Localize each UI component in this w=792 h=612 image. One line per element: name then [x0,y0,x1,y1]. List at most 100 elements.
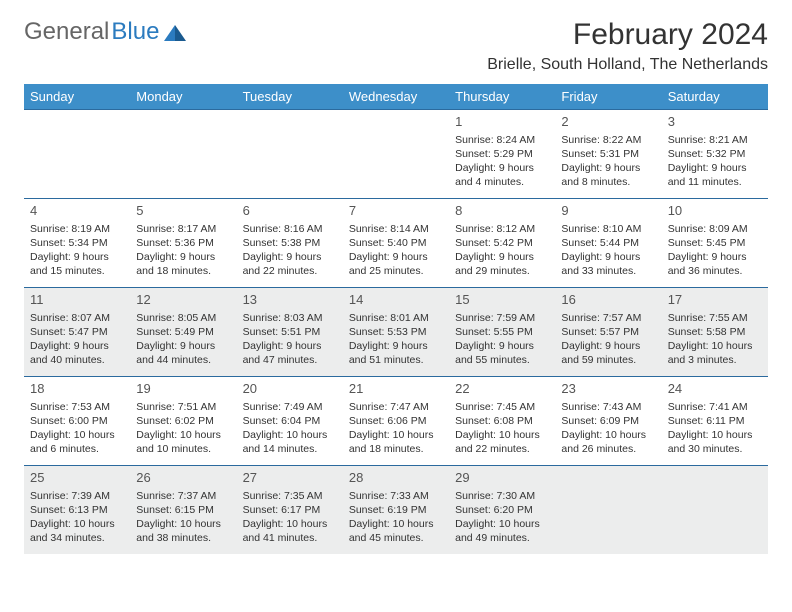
day-cell: 18Sunrise: 7:53 AMSunset: 6:00 PMDayligh… [24,377,130,465]
sunset-text: Sunset: 6:08 PM [455,414,549,428]
sun-info: Sunrise: 7:49 AMSunset: 6:04 PMDaylight:… [243,400,337,457]
day-number: 1 [455,113,549,131]
day-number: 2 [561,113,655,131]
day-cell [555,466,661,554]
sunrise-text: Sunrise: 7:39 AM [30,489,124,503]
daylight2-text: and 34 minutes. [30,531,124,545]
sunset-text: Sunset: 6:17 PM [243,503,337,517]
daylight1-text: Daylight: 9 hours [668,161,762,175]
day-cell: 28Sunrise: 7:33 AMSunset: 6:19 PMDayligh… [343,466,449,554]
day-header: Monday [130,84,236,109]
daylight1-text: Daylight: 9 hours [455,339,549,353]
sunset-text: Sunset: 5:49 PM [136,325,230,339]
day-number: 16 [561,291,655,309]
daylight1-text: Daylight: 9 hours [561,339,655,353]
day-number: 10 [668,202,762,220]
day-header-row: SundayMondayTuesdayWednesdayThursdayFrid… [24,84,768,109]
daylight1-text: Daylight: 9 hours [30,339,124,353]
sunrise-text: Sunrise: 7:43 AM [561,400,655,414]
sun-info: Sunrise: 8:21 AMSunset: 5:32 PMDaylight:… [668,133,762,190]
daylight1-text: Daylight: 9 hours [349,250,443,264]
day-cell: 22Sunrise: 7:45 AMSunset: 6:08 PMDayligh… [449,377,555,465]
sunset-text: Sunset: 6:02 PM [136,414,230,428]
sun-info: Sunrise: 7:43 AMSunset: 6:09 PMDaylight:… [561,400,655,457]
day-cell [237,110,343,198]
sunrise-text: Sunrise: 8:07 AM [30,311,124,325]
day-cell: 25Sunrise: 7:39 AMSunset: 6:13 PMDayligh… [24,466,130,554]
sun-info: Sunrise: 7:59 AMSunset: 5:55 PMDaylight:… [455,311,549,368]
sunrise-text: Sunrise: 8:19 AM [30,222,124,236]
daylight1-text: Daylight: 10 hours [561,428,655,442]
sunrise-text: Sunrise: 7:47 AM [349,400,443,414]
sun-info: Sunrise: 7:47 AMSunset: 6:06 PMDaylight:… [349,400,443,457]
day-cell: 10 Sunrise: 8:09 AMSunset: 5:45 PMDayligh… [662,199,768,287]
sunrise-text: Sunrise: 8:16 AM [243,222,337,236]
daylight1-text: Daylight: 9 hours [30,250,124,264]
daylight1-text: Daylight: 9 hours [349,339,443,353]
sun-info: Sunrise: 8:03 AMSunset: 5:51 PMDaylight:… [243,311,337,368]
logo-text-gray: General [24,18,109,46]
day-cell: 5Sunrise: 8:17 AMSunset: 5:36 PMDaylight… [130,199,236,287]
sunset-text: Sunset: 5:53 PM [349,325,443,339]
sunrise-text: Sunrise: 8:24 AM [455,133,549,147]
daylight2-text: and 3 minutes. [668,353,762,367]
logo: GeneralBlue [24,18,186,46]
daylight2-text: and 51 minutes. [349,353,443,367]
daylight1-text: Daylight: 10 hours [30,517,124,531]
day-number: 15 [455,291,549,309]
sunset-text: Sunset: 5:38 PM [243,236,337,250]
sunset-text: Sunset: 5:45 PM [668,236,762,250]
sunset-text: Sunset: 6:20 PM [455,503,549,517]
day-number: 21 [349,380,443,398]
daylight2-text: and 25 minutes. [349,264,443,278]
sunrise-text: Sunrise: 7:41 AM [668,400,762,414]
sunset-text: Sunset: 5:42 PM [455,236,549,250]
day-number: 28 [349,469,443,487]
sunrise-text: Sunrise: 7:51 AM [136,400,230,414]
daylight2-text: and 45 minutes. [349,531,443,545]
daylight2-text: and 41 minutes. [243,531,337,545]
sun-info: Sunrise: 8:14 AMSunset: 5:40 PMDaylight:… [349,222,443,279]
week-row: 11Sunrise: 8:07 AMSunset: 5:47 PMDayligh… [24,287,768,376]
day-cell: 12Sunrise: 8:05 AMSunset: 5:49 PMDayligh… [130,288,236,376]
sunset-text: Sunset: 5:44 PM [561,236,655,250]
day-cell: 3Sunrise: 8:21 AMSunset: 5:32 PMDaylight… [662,110,768,198]
sunrise-text: Sunrise: 7:55 AM [668,311,762,325]
daylight2-text: and 14 minutes. [243,442,337,456]
day-cell: 11Sunrise: 8:07 AMSunset: 5:47 PMDayligh… [24,288,130,376]
day-number: 7 [349,202,443,220]
day-cell: 24Sunrise: 7:41 AMSunset: 6:11 PMDayligh… [662,377,768,465]
day-cell: 7 Sunrise: 8:14 AMSunset: 5:40 PMDaylight… [343,199,449,287]
week-row: 4Sunrise: 8:19 AMSunset: 5:34 PMDaylight… [24,198,768,287]
daylight2-text: and 11 minutes. [668,175,762,189]
day-cell: 15 Sunrise: 7:59 AMSunset: 5:55 PMDayligh… [449,288,555,376]
sun-info: Sunrise: 8:17 AMSunset: 5:36 PMDaylight:… [136,222,230,279]
sunset-text: Sunset: 6:11 PM [668,414,762,428]
location-text: Brielle, South Holland, The Netherlands [487,56,768,74]
daylight1-text: Daylight: 9 hours [455,161,549,175]
daylight1-text: Daylight: 9 hours [136,250,230,264]
sun-info: Sunrise: 8:12 AMSunset: 5:42 PMDaylight:… [455,222,549,279]
daylight2-text: and 22 minutes. [243,264,337,278]
daylight2-text: and 26 minutes. [561,442,655,456]
sun-info: Sunrise: 8:09 AMSunset: 5:45 PMDaylight:… [668,222,762,279]
sunrise-text: Sunrise: 7:45 AM [455,400,549,414]
day-cell [343,110,449,198]
week-row: 18Sunrise: 7:53 AMSunset: 6:00 PMDayligh… [24,376,768,465]
sunrise-text: Sunrise: 7:57 AM [561,311,655,325]
sun-info: Sunrise: 8:10 AMSunset: 5:44 PMDaylight:… [561,222,655,279]
sunrise-text: Sunrise: 7:35 AM [243,489,337,503]
sun-info: Sunrise: 8:01 AMSunset: 5:53 PMDaylight:… [349,311,443,368]
day-number: 6 [243,202,337,220]
daylight2-text: and 8 minutes. [561,175,655,189]
day-number: 17 [668,291,762,309]
daylight1-text: Daylight: 10 hours [668,339,762,353]
sunset-text: Sunset: 6:06 PM [349,414,443,428]
sun-info: Sunrise: 7:30 AMSunset: 6:20 PMDaylight:… [455,489,549,546]
daylight2-text: and 59 minutes. [561,353,655,367]
logo-text-blue: Blue [111,18,159,46]
day-cell [130,110,236,198]
sunset-text: Sunset: 5:57 PM [561,325,655,339]
logo-triangle-icon [164,23,186,41]
sunset-text: Sunset: 5:51 PM [243,325,337,339]
